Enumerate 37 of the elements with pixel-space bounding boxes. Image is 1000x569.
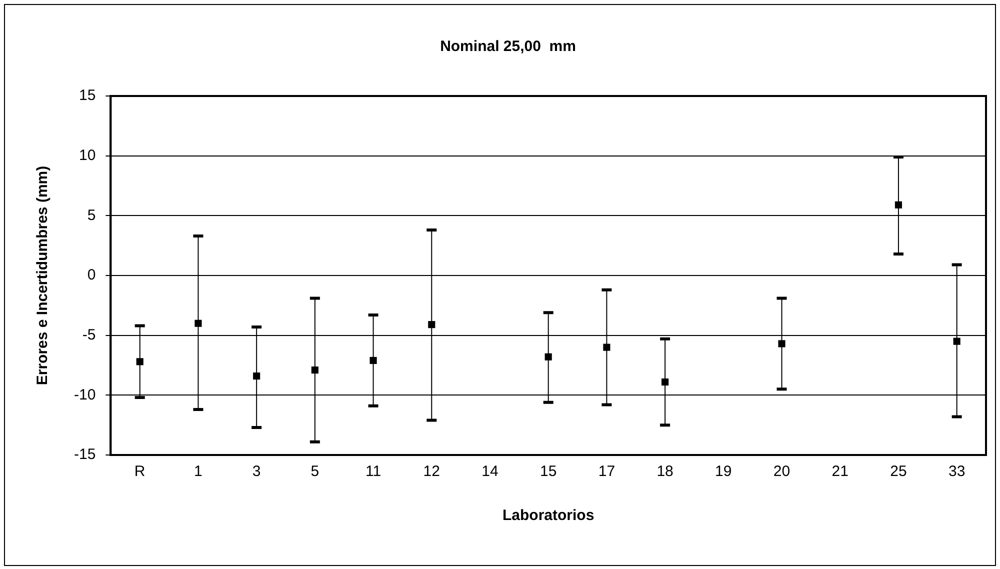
- x-tick-label: 15: [540, 463, 557, 480]
- y-tick-label: 5: [87, 206, 96, 224]
- x-tick-label: 12: [423, 463, 440, 480]
- point: [662, 378, 669, 386]
- point: [544, 353, 552, 360]
- x-tick-label: 18: [656, 463, 674, 480]
- chart-title: Nominal 25,00 mm: [440, 38, 576, 56]
- y-tick-label: -15: [74, 446, 96, 464]
- point: [778, 340, 786, 348]
- point: [953, 338, 960, 345]
- point: [370, 356, 377, 364]
- x-tick-label: 3: [252, 463, 261, 480]
- x-tick-label: 20: [773, 463, 790, 480]
- x-tick-label: 19: [715, 463, 732, 480]
- point: [311, 366, 318, 374]
- x-tick-label: 33: [948, 463, 966, 480]
- y-tick-label: 0: [87, 266, 96, 284]
- y-tick-label: -10: [74, 386, 96, 404]
- x-tick-label: 25: [890, 463, 907, 480]
- point: [894, 201, 902, 208]
- point: [603, 344, 610, 351]
- x-tick-label: 11: [365, 463, 382, 480]
- x-tick-label: 1: [194, 463, 202, 480]
- point: [194, 320, 202, 327]
- x-tick-label: 17: [598, 463, 616, 480]
- y-tick-label: 15: [78, 87, 96, 104]
- x-tick-label: 5: [310, 463, 320, 480]
- x-tick-label: R: [134, 463, 146, 480]
- x-tick-label: 14: [482, 463, 498, 480]
- y-axis-title: Errores e Incertidumbres (mm): [34, 166, 52, 386]
- point: [136, 358, 144, 366]
- x-tick-label: 21: [832, 463, 848, 480]
- point: [428, 321, 436, 328]
- y-tick-label: 10: [78, 146, 96, 164]
- point: [253, 372, 260, 380]
- x-axis-title: Laboratorios: [502, 507, 594, 524]
- y-tick-label: -5: [82, 326, 96, 344]
